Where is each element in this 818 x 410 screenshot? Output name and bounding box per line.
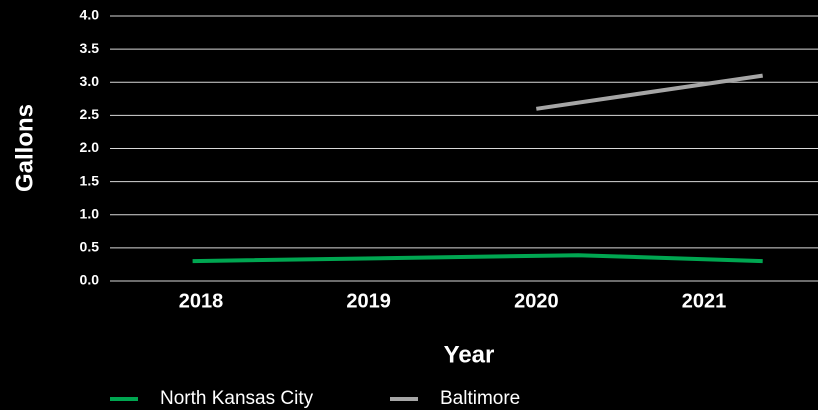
y-tick-label: 3.0 (80, 73, 100, 89)
x-axis-title: Year (444, 341, 495, 368)
legend-item-north-kansas-city: North Kansas City (110, 388, 314, 409)
y-tick-label: 2.5 (80, 106, 100, 122)
x-tick-label: 2019 (346, 290, 391, 312)
legend-label-north-kansas-city: North Kansas City (160, 388, 314, 409)
x-tick-labels: 2018 2019 2020 2021 (179, 290, 727, 312)
y-tick-labels: 0.0 0.5 1.0 1.5 2.0 2.5 3.0 3.5 4.0 (80, 7, 100, 288)
y-tick-label: 1.0 (80, 205, 100, 221)
legend-label-baltimore: Baltimore (440, 388, 520, 409)
x-tick-label: 2021 (682, 290, 727, 312)
series-lines (192, 73, 763, 264)
legend-item-baltimore: Baltimore (390, 388, 520, 409)
series-line-baltimore (536, 73, 763, 111)
legend: North Kansas City Baltimore (110, 388, 520, 409)
x-tick-label: 2020 (514, 290, 559, 312)
series-line-north-kansas-city (192, 253, 763, 264)
y-tick-label: 1.5 (80, 172, 100, 188)
y-tick-label: 3.5 (80, 40, 100, 56)
y-axis-title: Gallons (11, 104, 38, 192)
grid-lines (110, 15, 818, 282)
y-tick-label: 0.5 (80, 239, 100, 255)
x-tick-label: 2018 (179, 290, 224, 312)
y-tick-label: 2.0 (80, 139, 100, 155)
y-tick-label: 4.0 (80, 7, 100, 23)
y-tick-label: 0.0 (80, 272, 100, 288)
